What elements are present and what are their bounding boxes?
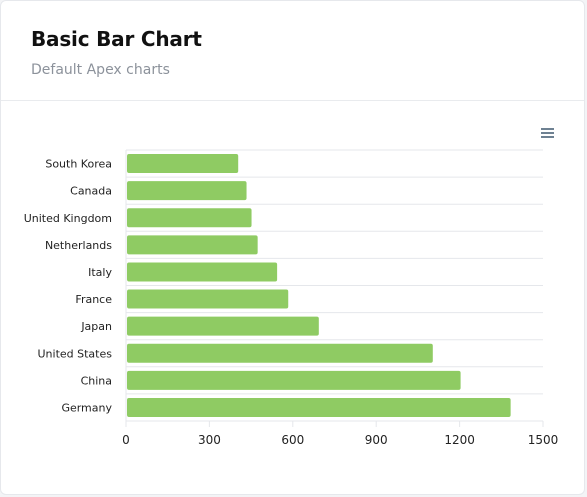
chart-title: Basic Bar Chart	[31, 27, 202, 51]
card-header: Basic Bar Chart Default Apex charts	[1, 1, 584, 101]
chart-subtitle: Default Apex charts	[31, 62, 170, 78]
hamburger-menu-icon[interactable]	[541, 128, 555, 140]
